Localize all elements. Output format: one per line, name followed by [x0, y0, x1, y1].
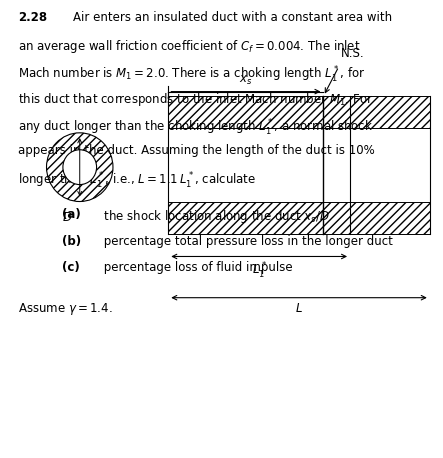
Circle shape — [63, 150, 97, 185]
Text: appears in the duct. Assuming the length of the duct is 10%: appears in the duct. Assuming the length… — [18, 144, 374, 157]
Text: (b): (b) — [62, 234, 81, 248]
Text: $D$: $D$ — [62, 211, 73, 224]
Text: Air enters an insulated duct with a constant area with: Air enters an insulated duct with a cons… — [73, 11, 392, 24]
Text: $x_s$: $x_s$ — [239, 74, 253, 87]
Text: $L_1^*$: $L_1^*$ — [252, 261, 267, 281]
Text: longer than $L_1^*$, i.e., $L = 1.1\,L_1^*$, calculate: longer than $L_1^*$, i.e., $L = 1.1\,L_1… — [18, 171, 256, 191]
Text: 2.28: 2.28 — [18, 11, 47, 24]
Text: this duct that corresponds to the inlet Mach number $M_1$. For: this duct that corresponds to the inlet … — [18, 91, 373, 108]
Text: Assume $\gamma = 1.4$.: Assume $\gamma = 1.4$. — [18, 301, 113, 317]
Text: (a): (a) — [62, 208, 81, 221]
Text: Mach number is $M_1 = 2.0$. There is a choking length $L_1^*$, for: Mach number is $M_1 = 2.0$. There is a c… — [18, 65, 365, 85]
FancyBboxPatch shape — [168, 202, 430, 234]
Text: (c): (c) — [62, 261, 80, 274]
Text: $L$: $L$ — [295, 302, 303, 315]
Text: the shock location along the duct $x_s/D$: the shock location along the duct $x_s/D… — [100, 208, 330, 225]
Circle shape — [47, 133, 113, 202]
Text: percentage loss of fluid impulse: percentage loss of fluid impulse — [100, 261, 292, 274]
FancyBboxPatch shape — [168, 96, 430, 128]
Text: N.S.: N.S. — [341, 47, 365, 60]
Text: any duct longer than the choking length $L_1^*$, a normal shock: any duct longer than the choking length … — [18, 118, 373, 138]
Text: percentage total pressure loss in the longer duct: percentage total pressure loss in the lo… — [100, 234, 392, 248]
FancyBboxPatch shape — [168, 128, 430, 202]
Text: an average wall friction coefficient of $C_f = 0.004$. The inlet: an average wall friction coefficient of … — [18, 38, 360, 55]
